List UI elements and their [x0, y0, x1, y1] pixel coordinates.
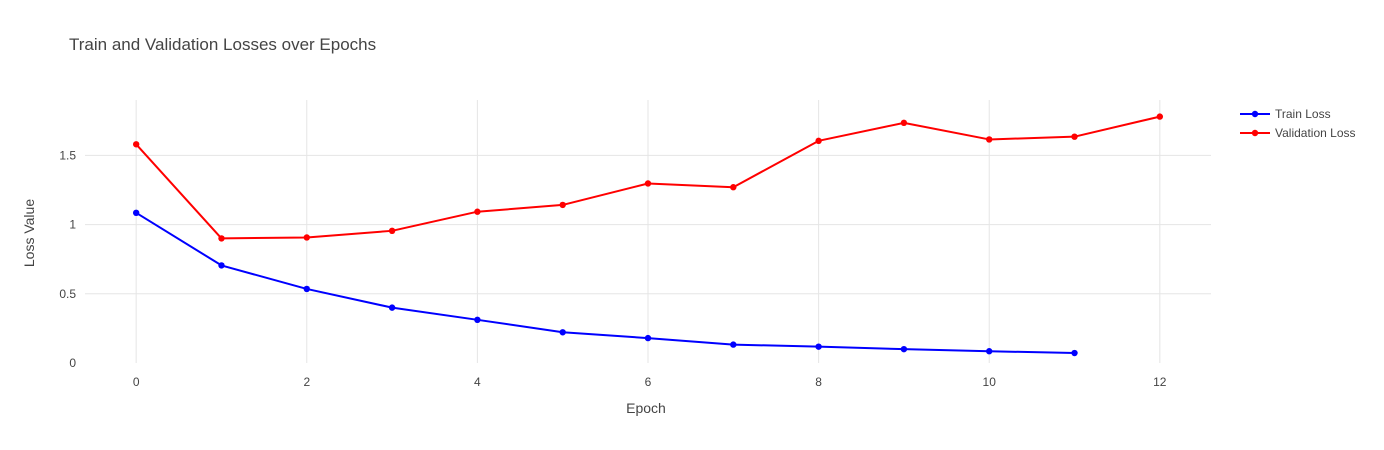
data-point[interactable]	[644, 180, 652, 187]
legend-label: Validation Loss	[1275, 126, 1356, 140]
data-point[interactable]	[132, 141, 140, 148]
x-tick-label: 8	[815, 375, 822, 389]
data-point[interactable]	[303, 234, 310, 241]
data-point[interactable]	[730, 184, 737, 191]
x-tick-label: 12	[1153, 375, 1167, 389]
x-tick-label: 10	[983, 375, 997, 389]
data-point[interactable]	[644, 334, 652, 342]
y-tick-label: 0	[69, 356, 76, 370]
legend[interactable]: Train Loss Validation Loss	[1240, 107, 1356, 140]
data-point[interactable]	[559, 329, 566, 336]
data-point[interactable]	[1071, 133, 1078, 140]
y-tick-label: 1	[69, 218, 76, 232]
x-axis-ticks: 0 2 4 6 8 10 12	[133, 375, 1167, 389]
legend-item[interactable]: Train Loss	[1240, 107, 1331, 121]
legend-item[interactable]: Validation Loss	[1240, 126, 1356, 140]
series-1	[132, 113, 1164, 242]
legend-swatch-marker	[1251, 110, 1259, 118]
data-point[interactable]	[1071, 349, 1078, 357]
data-point[interactable]	[559, 201, 566, 209]
y-axis-title: Loss Value	[21, 199, 37, 267]
data-point[interactable]	[815, 343, 822, 350]
x-axis-title: Epoch	[626, 400, 666, 416]
x-tick-label: 4	[474, 375, 481, 389]
data-point[interactable]	[986, 348, 993, 355]
series-0	[132, 209, 1078, 357]
legend-label: Train Loss	[1275, 107, 1331, 121]
data-point[interactable]	[730, 341, 737, 348]
data-point[interactable]	[218, 262, 225, 269]
plot-series	[132, 113, 1164, 357]
grid	[85, 100, 1211, 363]
data-point[interactable]	[815, 137, 822, 145]
y-tick-label: 0.5	[59, 287, 76, 301]
data-point[interactable]	[474, 316, 481, 324]
x-tick-label: 6	[645, 375, 652, 389]
x-tick-label: 0	[133, 375, 140, 389]
data-point[interactable]	[1156, 113, 1164, 120]
y-axis-ticks: 0 0.5 1 1.5	[59, 148, 76, 370]
data-point[interactable]	[900, 345, 908, 353]
data-point[interactable]	[388, 304, 396, 311]
x-tick-label: 2	[303, 375, 310, 389]
legend-swatch-marker	[1251, 129, 1259, 137]
data-point[interactable]	[474, 208, 481, 215]
y-tick-label: 1.5	[59, 148, 76, 162]
data-point[interactable]	[218, 235, 225, 242]
data-point[interactable]	[388, 227, 396, 235]
data-point[interactable]	[303, 285, 310, 293]
data-point[interactable]	[132, 209, 140, 217]
data-point[interactable]	[986, 136, 993, 143]
data-point[interactable]	[900, 119, 908, 127]
chart-title: Train and Validation Losses over Epochs	[69, 35, 376, 54]
series-line	[135, 211, 1075, 355]
